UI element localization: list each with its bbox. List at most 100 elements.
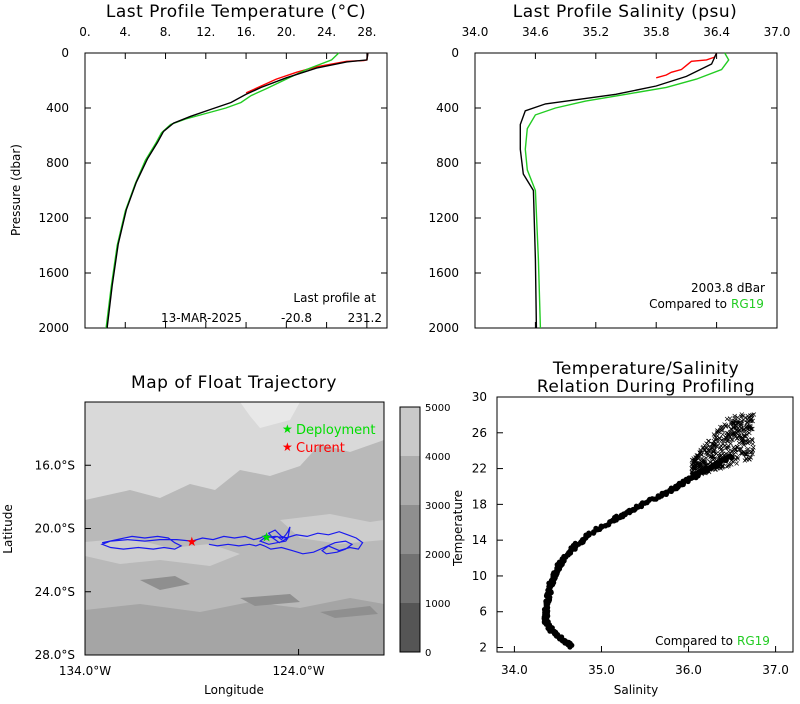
ts-cloud-point: ×	[700, 462, 707, 471]
ts-cloud-point: ×	[712, 465, 719, 474]
ts-cloud-point: ×	[698, 457, 705, 466]
ts-cloud-point: ×	[696, 461, 703, 470]
ts-plot-frame	[496, 396, 794, 653]
ts-cloud-point: ×	[720, 436, 727, 445]
ts-cloud-point: ×	[736, 426, 743, 435]
temp-lines	[105, 52, 369, 329]
sal-y-ticks: 0 400 800 1200 1600 2000	[428, 46, 777, 335]
sal-annotation-ref: RG19	[731, 297, 764, 311]
ts-cloud-point: ×	[734, 434, 741, 443]
ts-y-tick-label: 30	[472, 390, 487, 404]
ts-cloud-point: ×	[693, 459, 700, 468]
sal-x-tick-label: 37.0	[764, 25, 791, 39]
ts-cloud-point: ×	[703, 448, 710, 457]
ts-cloud-point: ×	[725, 421, 732, 430]
map-xlabel: Longitude	[204, 683, 264, 697]
ts-cloud-point: ×	[749, 448, 756, 457]
ts-cloud-point: ×	[700, 466, 707, 475]
ts-cloud-point: ×	[731, 422, 738, 431]
ts-cloud-point: ×	[710, 440, 717, 449]
map-current-marker: ★	[186, 535, 198, 550]
ts-cloud-point: ×	[739, 436, 746, 445]
temp-annotation-date: 13-MAR-2025	[161, 311, 242, 325]
ts-cloud-point: ×	[708, 452, 715, 461]
ts-cloud-point: ×	[717, 452, 724, 461]
ts-cloud-point: ×	[717, 443, 724, 452]
ts-cloud-point: ×	[697, 448, 704, 457]
colorbar-band	[400, 456, 420, 505]
ts-cloud-point: ×	[730, 419, 737, 428]
ts-y-tick-label: 2	[479, 641, 487, 655]
ts-cloud-point: ×	[739, 412, 746, 421]
ts-cloud-point: ×	[693, 465, 700, 474]
ts-cloud-point: ×	[723, 421, 730, 430]
ts-cloud-point: ×	[717, 445, 724, 454]
ts-cloud-point: ×	[694, 469, 701, 478]
ts-cloud-point: ×	[749, 417, 756, 426]
legend-deployment-label: Deployment	[296, 423, 376, 438]
sal-y-tick-label: 0	[451, 46, 459, 60]
temp-annotation-line1: Last profile at	[293, 291, 376, 305]
map-panel: Map of Float Trajectory 134.0°W 124.0°W 1…	[1, 373, 450, 697]
ts-cloud-point: ×	[728, 430, 735, 439]
ts-cloud-point: ×	[700, 443, 707, 452]
ts-cloud-point: ×	[704, 449, 711, 458]
ts-cloud-point: ×	[734, 454, 741, 463]
ts-cloud-point: ×	[702, 458, 709, 467]
ts-cloud-point: ×	[722, 422, 729, 431]
ts-cloud-point: ×	[703, 444, 710, 453]
ts-cloud-point: ×	[742, 436, 749, 445]
ts-cloud-point: ×	[715, 427, 722, 436]
ts-cloud-point: ×	[711, 442, 718, 451]
ts-cloud-point: ×	[748, 435, 755, 444]
ts-cloud-point: ×	[743, 422, 750, 431]
ts-cloud-point: ×	[708, 443, 715, 452]
ts-cloud-point: ×	[717, 460, 724, 469]
ts-cloud-point: ×	[746, 454, 753, 463]
ts-cloud-point: ×	[747, 453, 754, 462]
ts-point	[729, 454, 735, 461]
ts-cloud-point: ×	[695, 453, 702, 462]
ts-cloud-point: ×	[744, 448, 751, 457]
ts-cloud-point: ×	[740, 415, 747, 424]
ts-cloud-point: ×	[725, 450, 732, 459]
ts-ylabel: Temperature	[451, 490, 465, 567]
ts-cloud-point: ×	[709, 444, 716, 453]
map-ridge	[85, 538, 240, 566]
ts-cloud-point: ×	[747, 417, 754, 426]
ts-cloud-point: ×	[739, 417, 746, 426]
ts-cloud-point: ×	[704, 463, 711, 472]
ts-cloud-point: ×	[718, 441, 725, 450]
ts-cloud-point: ×	[741, 438, 748, 447]
ts-cloud-point: ×	[736, 431, 743, 440]
temp-annotation-lon: 231.2	[348, 311, 382, 325]
ts-cloud-point: ×	[748, 425, 755, 434]
ts-cloud-point: ×	[706, 467, 713, 476]
ts-cloud-point: ×	[691, 463, 698, 472]
ts-cloud-point: ×	[723, 450, 730, 459]
ts-cloud-point: ×	[714, 426, 721, 435]
ts-cloud-point: ×	[731, 431, 738, 440]
ts-cloud-point: ×	[724, 431, 731, 440]
ts-cloud-point: ×	[720, 449, 727, 458]
colorbar-tick-label: 4000	[425, 452, 450, 463]
ts-cloud-point: ×	[695, 459, 702, 468]
ts-cloud-point: ×	[730, 457, 737, 466]
ts-cloud-point: ×	[698, 454, 705, 463]
ts-cloud-point: ×	[730, 424, 737, 433]
ts-cloud-point: ×	[716, 453, 723, 462]
ts-cloud-point: ×	[745, 414, 752, 423]
ts-cloud-point: ×	[742, 432, 749, 441]
ts-y-tick-label: 10	[472, 569, 487, 583]
ts-cloud-point: ×	[697, 447, 704, 456]
sal-lines	[519, 52, 730, 329]
ts-cloud-point: ×	[729, 429, 736, 438]
map-colorbar: 0 1000 2000 3000 4000 5000	[399, 403, 450, 659]
ts-cloud-point: ×	[741, 456, 748, 465]
ts-cloud-point: ×	[713, 449, 720, 458]
ts-cloud-point: ×	[697, 468, 704, 477]
ts-cloud-point: ×	[738, 412, 745, 421]
sal-series-line-2	[519, 52, 718, 329]
colorbar-tick-label: 5000	[425, 403, 450, 414]
